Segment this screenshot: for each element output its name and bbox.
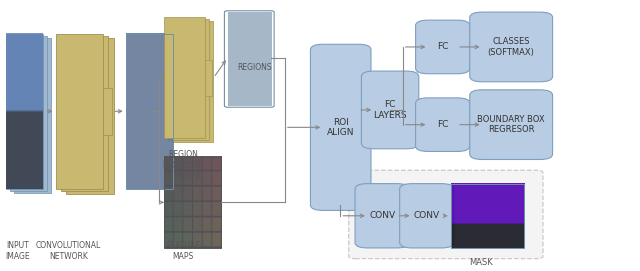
FancyBboxPatch shape [205, 60, 212, 96]
FancyBboxPatch shape [349, 170, 543, 259]
FancyBboxPatch shape [168, 19, 209, 140]
Text: FC: FC [437, 43, 449, 51]
FancyBboxPatch shape [103, 88, 111, 135]
FancyBboxPatch shape [355, 184, 409, 248]
Text: CONVOLUTIONAL
NETWORK: CONVOLUTIONAL NETWORK [36, 241, 101, 261]
FancyBboxPatch shape [56, 34, 103, 189]
Text: BOUNDARY BOX
REGRESOR: BOUNDARY BOX REGRESOR [477, 115, 545, 134]
Text: INPUT
IMAGE: INPUT IMAGE [5, 241, 29, 261]
FancyBboxPatch shape [470, 12, 552, 82]
FancyBboxPatch shape [6, 34, 44, 189]
FancyBboxPatch shape [310, 44, 371, 210]
Text: MASK: MASK [468, 258, 492, 267]
Text: FEATURE
MAPS: FEATURE MAPS [166, 241, 200, 261]
FancyBboxPatch shape [66, 38, 113, 194]
Text: CLASSES
(SOFTMAX): CLASSES (SOFTMAX) [488, 37, 534, 57]
FancyBboxPatch shape [362, 71, 419, 149]
Text: FC
LAYERS: FC LAYERS [373, 100, 407, 120]
FancyBboxPatch shape [14, 38, 51, 193]
FancyBboxPatch shape [164, 17, 205, 138]
FancyBboxPatch shape [10, 36, 47, 191]
Text: CONV: CONV [413, 211, 440, 220]
Text: CONV: CONV [369, 211, 395, 220]
FancyBboxPatch shape [470, 90, 552, 160]
FancyBboxPatch shape [172, 21, 213, 142]
Text: REGIONS: REGIONS [237, 63, 272, 72]
FancyBboxPatch shape [415, 98, 470, 151]
FancyBboxPatch shape [399, 184, 454, 248]
FancyBboxPatch shape [415, 20, 470, 74]
Text: FC: FC [437, 120, 449, 129]
FancyBboxPatch shape [61, 36, 108, 191]
Text: REGION
PROPOSAL
NETWORK: REGION PROPOSAL NETWORK [163, 150, 204, 180]
Text: ROI
ALIGN: ROI ALIGN [327, 118, 355, 137]
